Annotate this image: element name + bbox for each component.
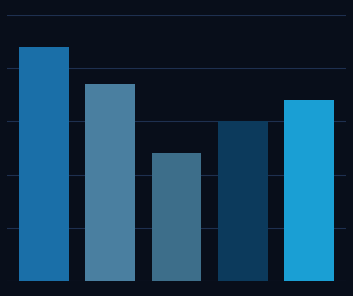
Bar xyxy=(218,121,268,281)
Bar xyxy=(19,47,68,281)
Bar xyxy=(285,100,334,281)
Bar xyxy=(151,153,202,281)
Bar xyxy=(85,84,135,281)
